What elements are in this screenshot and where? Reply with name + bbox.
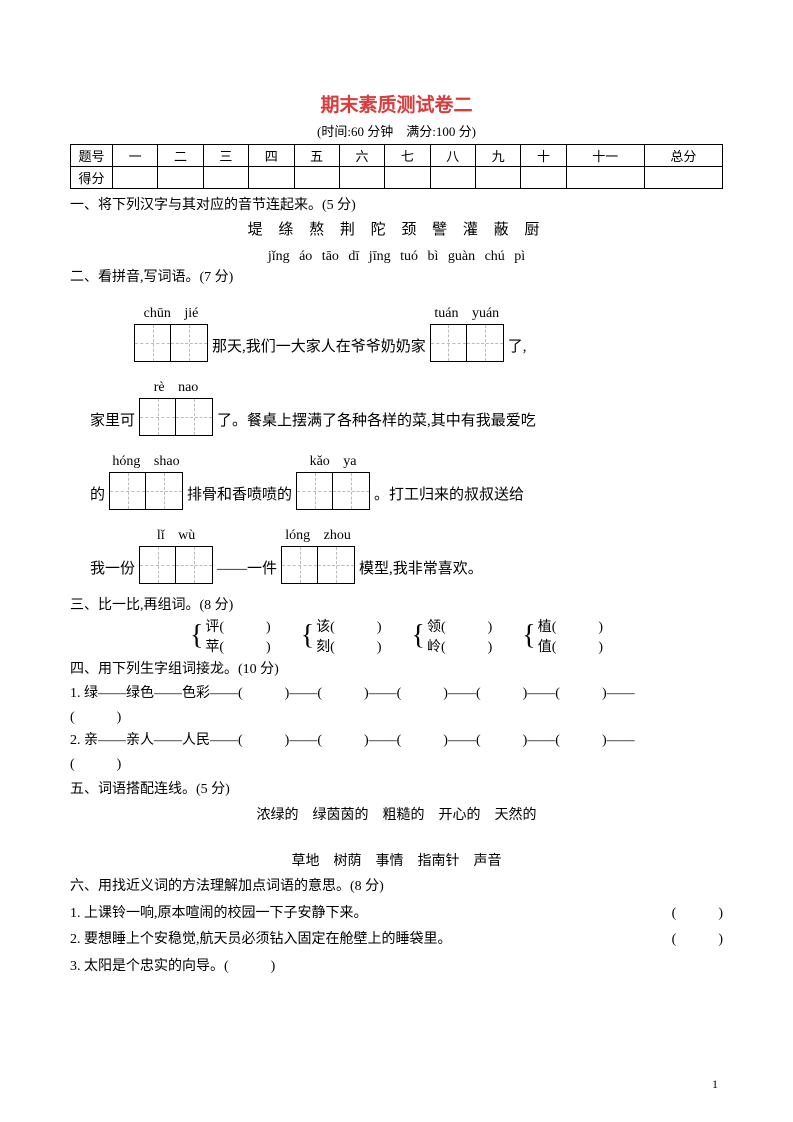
table-row: 得分 (71, 167, 723, 189)
pinyin-label: kǎo ya (310, 454, 357, 470)
score-table: 题号 一 二 三 四 五 六 七 八 九 十 十一 总分 得分 (70, 144, 723, 189)
pinyin-label: hóng shao (112, 454, 179, 470)
row-label: 题号 (71, 145, 113, 167)
subtitle: (时间:60 分钟 满分:100 分) (70, 121, 723, 140)
col: 七 (385, 145, 430, 167)
q2-line2: 家里可 rè nao 了。餐桌上摆满了各种各样的菜,其中有我最爱吃 (70, 380, 723, 436)
q5-row-top: 浓绿的 绿茵茵的 粗糙的 开心的 天然的 (70, 804, 723, 824)
word-pair[interactable]: 植( ) (538, 620, 603, 635)
cell[interactable] (566, 167, 644, 189)
q6-heading: 六、用找近义词的方法理解加点词语的意思。(8 分) (70, 874, 723, 901)
q6-blank[interactable]: ( ) (672, 901, 723, 928)
text: 那天,我们一大家人在爷爷奶奶家 (212, 335, 426, 362)
q6-sentence: 2. 要想睡上个安稳觉,航天员必须钻入固定在舱壁上的睡袋里。 (70, 927, 452, 954)
q4-heading: 四、用下列生字组词接龙。(10 分) (70, 658, 723, 682)
brace-icon: { (190, 629, 203, 643)
text: 了。餐桌上摆满了各种各样的菜,其中有我最爱吃 (217, 409, 536, 436)
word-pair[interactable]: 岭( ) (427, 640, 492, 655)
tianzi-block[interactable]: lóng zhou (281, 528, 355, 584)
q6-sentence: 1. 上课铃一响,原本喧闹的校园一下子安静下来。 (70, 901, 368, 928)
q2-heading: 二、看拼音,写词语。(7 分) (70, 267, 723, 288)
brace-icon: { (301, 629, 314, 643)
word-pair[interactable]: 评( ) (205, 620, 270, 635)
col: 三 (203, 145, 248, 167)
page-number: 1 (712, 1077, 718, 1092)
word-pair[interactable]: 该( ) (316, 620, 381, 635)
pinyin-label: chūn jié (144, 306, 199, 322)
text: 排骨和香喷喷的 (187, 483, 292, 510)
cell[interactable] (430, 167, 475, 189)
tianzi-block[interactable]: rè nao (139, 380, 213, 436)
tianzi-block[interactable]: chūn jié (134, 306, 208, 362)
page-title: 期末素质测试卷二 (70, 90, 723, 117)
q4-line[interactable]: 1. 绿——绿色——色彩——( )——( )——( )——( )——( )—— (70, 682, 723, 706)
q2-line4: 我一份 lǐ wù ——一件 lóng zhou 模型,我非常喜欢。 (70, 528, 723, 584)
q2-line1: chūn jié 那天,我们一大家人在爷爷奶奶家 tuán yuán 了, (70, 306, 723, 362)
tianzi-block[interactable]: hóng shao (109, 454, 183, 510)
cell[interactable] (521, 167, 566, 189)
text: 家里可 (90, 409, 135, 436)
brace-icon: { (522, 629, 535, 643)
text: 。打工归来的叔叔送给 (374, 483, 524, 510)
col: 二 (158, 145, 203, 167)
pinyin-label: tuán yuán (434, 306, 499, 322)
col: 九 (476, 145, 521, 167)
q2-line3: 的 hóng shao 排骨和香喷喷的 kǎo ya 。打工归来的叔叔送给 (70, 454, 723, 510)
cell[interactable] (476, 167, 521, 189)
cell[interactable] (385, 167, 430, 189)
cell[interactable] (644, 167, 722, 189)
text: 的 (90, 483, 105, 510)
q4-line[interactable]: ( ) (70, 753, 723, 777)
text: 模型,我非常喜欢。 (359, 557, 483, 584)
cell[interactable] (113, 167, 158, 189)
word-pair[interactable]: 值( ) (538, 640, 603, 655)
q4-line[interactable]: 2. 亲——亲人——人民——( )——( )——( )——( )——( )—— (70, 729, 723, 753)
q3-heading: 三、比一比,再组词。(8 分) (70, 594, 723, 614)
brace-icon: { (412, 629, 425, 643)
col: 八 (430, 145, 475, 167)
table-row: 题号 一 二 三 四 五 六 七 八 九 十 十一 总分 (71, 145, 723, 167)
cell[interactable] (294, 167, 339, 189)
col: 总分 (644, 145, 722, 167)
text: 我一份 (90, 557, 135, 584)
q6-sentence: 3. 太阳是个忠实的向导。( ) (70, 954, 723, 981)
word-pair[interactable]: 苹( ) (205, 640, 270, 655)
q5-heading: 五、词语搭配连线。(5 分) (70, 779, 723, 800)
tianzi-block[interactable]: tuán yuán (430, 306, 504, 362)
text: 了, (508, 335, 527, 362)
q3-row: {评( )苹( ) {该( )刻( ) {领( )岭( ) {植( )值( ) (70, 616, 723, 656)
cell[interactable] (249, 167, 294, 189)
cell[interactable] (339, 167, 384, 189)
col: 一 (113, 145, 158, 167)
word-pair[interactable]: 刻( ) (316, 640, 381, 655)
tianzi-block[interactable]: kǎo ya (296, 454, 370, 510)
pinyin-label: rè nao (154, 380, 199, 396)
col: 五 (294, 145, 339, 167)
tianzi-block[interactable]: lǐ wù (139, 528, 213, 584)
pinyin-label: lóng zhou (285, 528, 351, 544)
cell[interactable] (203, 167, 248, 189)
col: 十 (521, 145, 566, 167)
row-label: 得分 (71, 167, 113, 189)
q1-heading: 一、将下列汉字与其对应的音节连起来。(5 分) (70, 195, 723, 216)
col: 十一 (566, 145, 644, 167)
q1-chars: 堤 绦 熬 荆 陀 颈 譬 灌 蔽 厨 (70, 218, 723, 239)
cell[interactable] (158, 167, 203, 189)
q1-pinyin: jǐng áo tāo dī jīng tuó bì guàn chú pì (70, 249, 723, 265)
pinyin-label: lǐ wù (157, 528, 195, 544)
word-pair[interactable]: 领( ) (427, 620, 492, 635)
col: 四 (249, 145, 294, 167)
q5-row-bottom: 草地 树荫 事情 指南针 声音 (70, 850, 723, 870)
text: ——一件 (217, 557, 277, 584)
q6-blank[interactable]: ( ) (672, 927, 723, 954)
col: 六 (339, 145, 384, 167)
q4-line[interactable]: ( ) (70, 706, 723, 730)
